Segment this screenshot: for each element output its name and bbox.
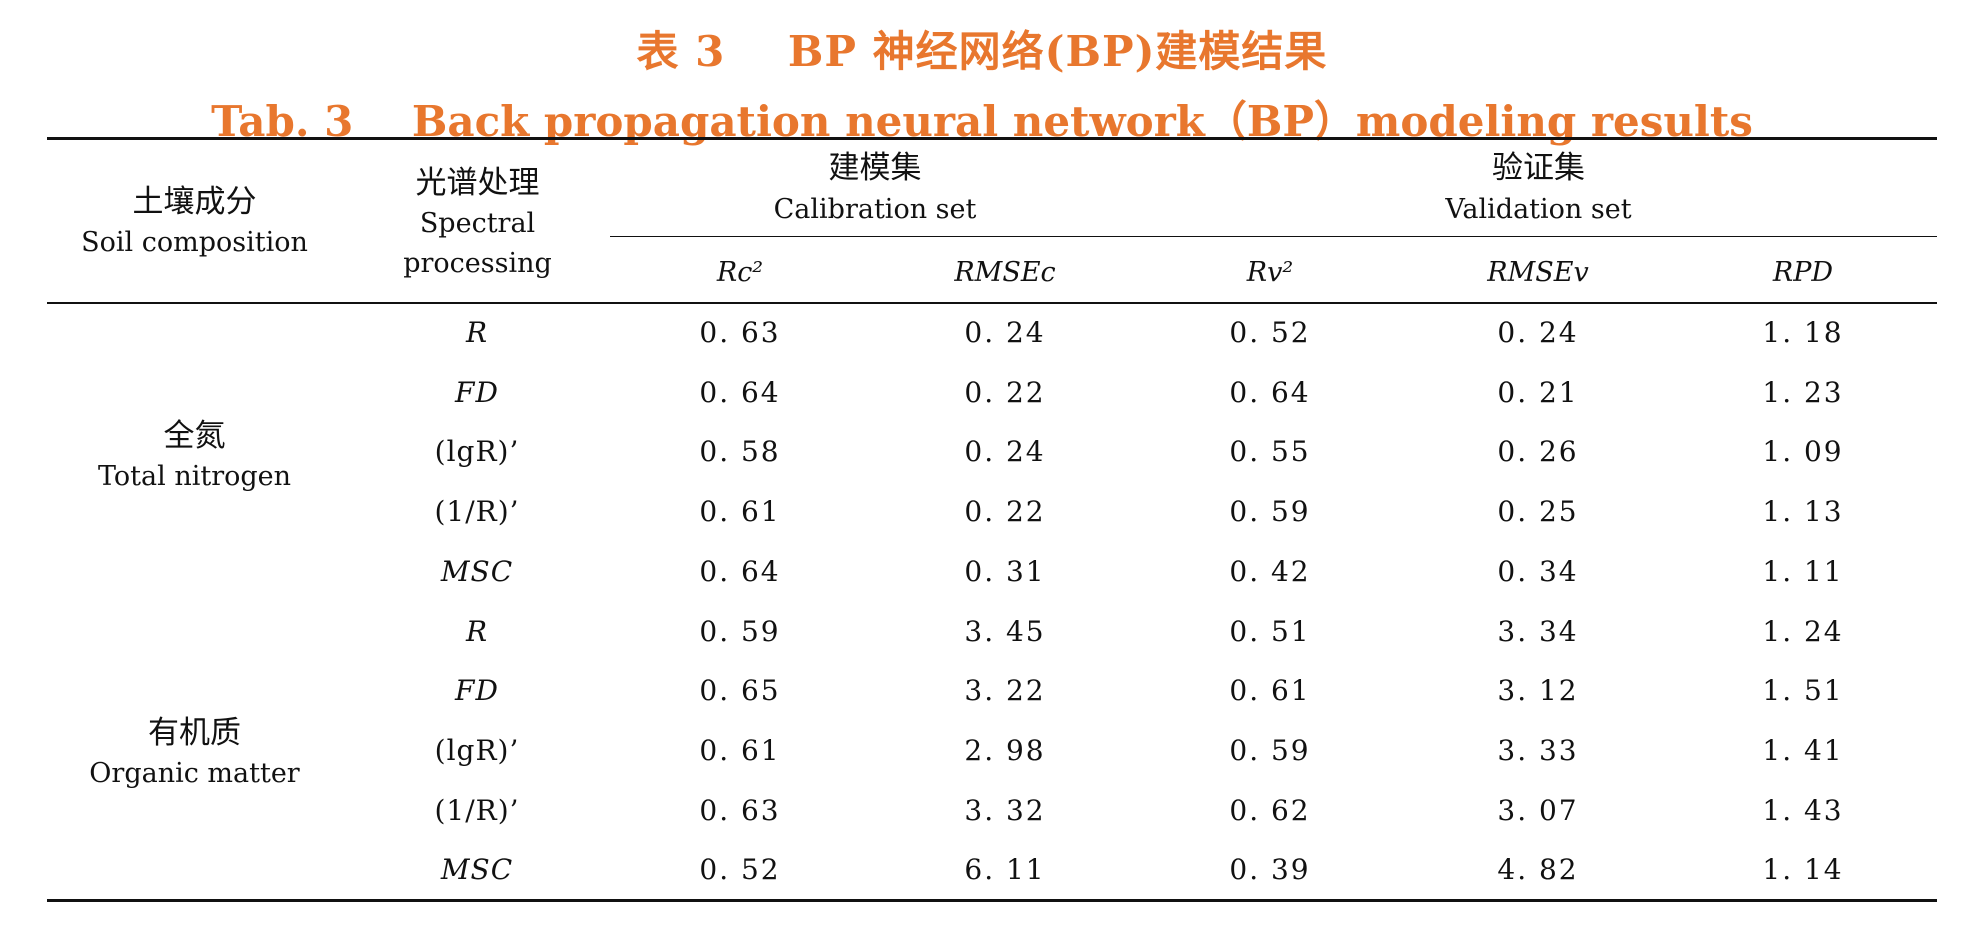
row-rv2-cell: 0. 61 (1229, 674, 1311, 707)
row-rmsec-cell: 0. 24 (964, 435, 1046, 468)
header-rv2: Rv² (1246, 257, 1294, 288)
row-rv2-cell: 0. 51 (1229, 615, 1311, 648)
row-rpd-cell: 1. 23 (1762, 376, 1844, 409)
row-method-cell: (1/R)’ (434, 495, 520, 528)
subheader-rule (610, 236, 1937, 237)
table-caption-cn: BP 神经网络(BP)建模结果 (787, 27, 1328, 76)
row-rmsec-cell: 0. 22 (964, 495, 1046, 528)
row-rpd-cell: 1. 41 (1762, 734, 1844, 767)
table-number-cn: 表 3 (636, 27, 726, 76)
group-label-en: Total nitrogen (97, 461, 292, 492)
row-rpd-cell: 1. 24 (1762, 615, 1844, 648)
row-rmsec-cell: 2. 98 (964, 734, 1046, 767)
row-rmsev-cell: 4. 82 (1497, 853, 1579, 886)
row-rmsec-cell: 3. 32 (964, 794, 1046, 827)
header-validation-cn: 验证集 (1492, 150, 1585, 186)
header-validation-en: Validation set (1445, 194, 1632, 225)
row-rc2-cell: 0. 63 (699, 316, 781, 349)
row-rmsev-cell: 0. 24 (1497, 316, 1579, 349)
row-rmsev-cell: 3. 33 (1497, 734, 1579, 767)
row-method-cell: MSC (440, 853, 514, 886)
row-rmsec-cell: 0. 22 (964, 376, 1046, 409)
row-rv2-cell: 0. 42 (1229, 555, 1311, 588)
row-rmsev-cell: 0. 21 (1497, 376, 1579, 409)
row-rmsev-cell: 3. 12 (1497, 674, 1579, 707)
row-rv2-cell: 0. 55 (1229, 435, 1311, 468)
row-rc2-cell: 0. 64 (699, 376, 781, 409)
row-method-cell: (lgR)’ (434, 734, 520, 767)
row-method-cell: (1/R)’ (434, 794, 520, 827)
header-soil-en: Soil composition (81, 227, 308, 258)
row-rc2-cell: 0. 52 (699, 853, 781, 886)
row-method-cell: R (465, 316, 489, 349)
row-rmsev-cell: 0. 25 (1497, 495, 1579, 528)
row-rv2-cell: 0. 59 (1229, 495, 1311, 528)
row-rmsev-cell: 3. 34 (1497, 615, 1579, 648)
row-method-cell: FD (455, 376, 499, 409)
row-rmsev-cell: 3. 07 (1497, 794, 1579, 827)
header-rc2: Rc² (716, 257, 764, 288)
row-rv2-cell: 0. 59 (1229, 734, 1311, 767)
header-calibration-en: Calibration set (773, 194, 977, 225)
row-rv2-cell: 0. 62 (1229, 794, 1311, 827)
top-rule (47, 137, 1937, 140)
row-rc2-cell: 0. 64 (699, 555, 781, 588)
row-rmsec-cell: 3. 22 (964, 674, 1046, 707)
row-rc2-cell: 0. 65 (699, 674, 781, 707)
row-rc2-cell: 0. 63 (699, 794, 781, 827)
row-rpd-cell: 1. 51 (1762, 674, 1844, 707)
row-rmsev-cell: 0. 26 (1497, 435, 1579, 468)
header-rmsec: RMSEc (954, 257, 1056, 288)
header-rmsev: RMSEv (1487, 257, 1589, 288)
row-rc2-cell: 0. 61 (699, 734, 781, 767)
header-soil-cn: 土壤成分 (132, 184, 257, 220)
header-calibration-cn: 建模集 (828, 150, 922, 186)
row-method-cell: FD (455, 674, 499, 707)
row-rpd-cell: 1. 13 (1762, 495, 1844, 528)
row-rpd-cell: 1. 11 (1762, 555, 1844, 588)
group-label-en: Organic matter (89, 758, 300, 789)
row-rpd-cell: 1. 18 (1762, 316, 1844, 349)
row-rmsev-cell: 0. 34 (1497, 555, 1579, 588)
group-label-cn: 全氮 (163, 418, 226, 454)
table-title-cn: 表 3 BP 神经网络(BP)建模结果 (0, 18, 1964, 79)
row-rv2-cell: 0. 64 (1229, 376, 1311, 409)
header-spectral-en-2: processing (403, 248, 552, 279)
bottom-rule (47, 899, 1937, 902)
row-method-cell: R (465, 615, 489, 648)
row-rv2-cell: 0. 52 (1229, 316, 1311, 349)
row-rmsec-cell: 0. 31 (964, 555, 1046, 588)
row-rpd-cell: 1. 43 (1762, 794, 1844, 827)
header-spectral-cn: 光谱处理 (415, 165, 540, 201)
row-rmsec-cell: 0. 24 (964, 316, 1046, 349)
row-rv2-cell: 0. 39 (1229, 853, 1311, 886)
header-bottom-rule (47, 302, 1937, 304)
row-rpd-cell: 1. 09 (1762, 435, 1844, 468)
header-rpd: RPD (1772, 257, 1834, 288)
row-rc2-cell: 0. 61 (699, 495, 781, 528)
group-label-cn: 有机质 (148, 715, 241, 751)
row-rc2-cell: 0. 58 (699, 435, 781, 468)
row-rc2-cell: 0. 59 (699, 615, 781, 648)
header-spectral-en-1: Spectral (419, 208, 536, 239)
row-rpd-cell: 1. 14 (1762, 853, 1844, 886)
row-method-cell: (lgR)’ (434, 435, 520, 468)
row-method-cell: MSC (440, 555, 514, 588)
row-rmsec-cell: 6. 11 (964, 853, 1046, 886)
row-rmsec-cell: 3. 45 (964, 615, 1046, 648)
